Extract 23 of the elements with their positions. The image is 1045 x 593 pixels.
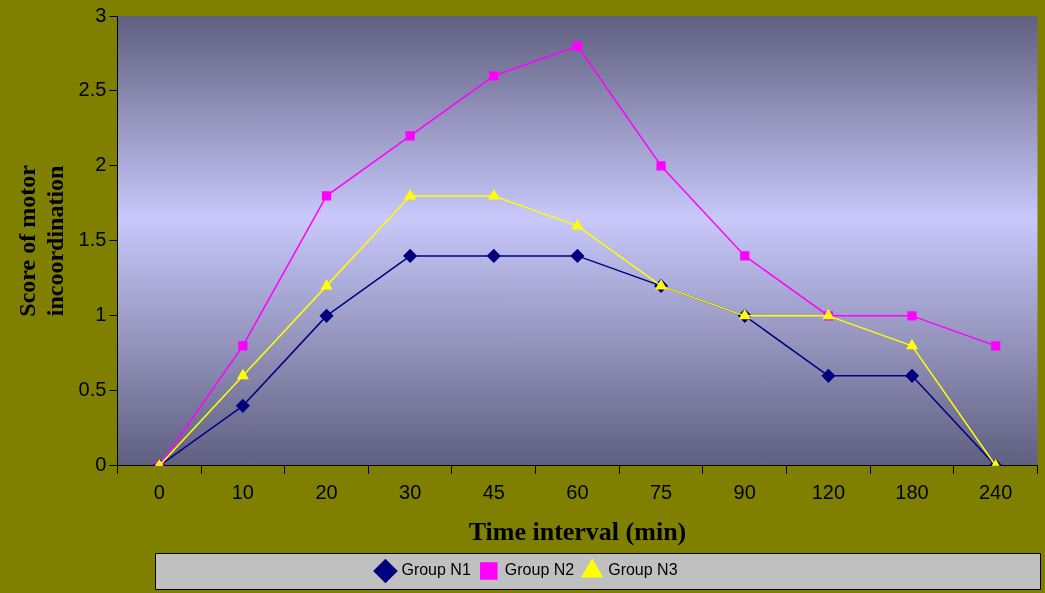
x-tick-label: 180 — [895, 481, 929, 504]
y-tick-label: 0 — [95, 453, 107, 476]
y-axis-title: Score of motor incoordination — [13, 164, 69, 317]
legend-label: Group N3 — [608, 561, 678, 579]
x-tick-label: 0 — [153, 481, 165, 504]
legend-label: Group N2 — [504, 561, 575, 579]
x-tick-label: 20 — [315, 481, 338, 504]
x-tick-label: 120 — [811, 481, 846, 504]
y-tick-label: 1 — [95, 303, 107, 326]
x-tick-label: 240 — [978, 481, 1013, 504]
y-tick-label: 1.5 — [78, 228, 107, 251]
y-tick-label: 2 — [95, 153, 107, 176]
y-tick-label: 2.5 — [78, 78, 107, 101]
x-tick-label: 90 — [733, 481, 756, 504]
x-tick-label: 60 — [566, 481, 589, 504]
x-tick-label: 10 — [231, 481, 254, 504]
x-tick-label: 30 — [399, 481, 422, 504]
y-tick-label: 0.5 — [78, 378, 107, 401]
y-tick-label: 3 — [95, 3, 107, 26]
legend-label: Group N1 — [401, 561, 471, 579]
x-tick-label: 75 — [649, 481, 673, 504]
x-axis-title: Time interval (min) — [468, 517, 687, 547]
x-tick-label: 45 — [482, 481, 505, 504]
